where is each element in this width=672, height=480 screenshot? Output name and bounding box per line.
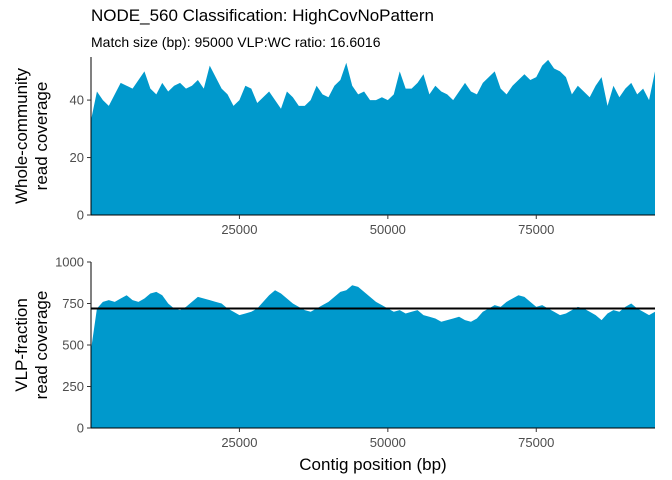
panel-2-x-axis-title: Contig position (bp) (299, 455, 446, 474)
panel-1-x-tick-label: 75000 (518, 222, 554, 237)
panel-1-y-axis-title: Whole-communityread coverage (12, 67, 51, 204)
panel-2-y-tick-label: 1000 (55, 255, 84, 270)
panel-1-y-tick-label: 40 (70, 93, 84, 108)
chart-title: NODE_560 Classification: HighCovNoPatter… (91, 6, 434, 25)
panel-2-x-tick-label: 50000 (370, 435, 406, 450)
panel-2-x-tick-label: 75000 (518, 435, 554, 450)
panel-1-x-tick-label: 25000 (221, 222, 257, 237)
panel-2-y-tick-label: 0 (77, 421, 84, 436)
panel-2-y-axis-title: VLP-fractionread coverage (12, 291, 51, 400)
panel-2-y-tick-label: 250 (62, 379, 84, 394)
panel-2-x-tick-label: 25000 (221, 435, 257, 450)
panel-1-y-tick-label: 20 (70, 150, 84, 165)
panel-1-x-tick-label: 50000 (370, 222, 406, 237)
panel-2-y-tick-label: 750 (62, 296, 84, 311)
panel-2-coverage-area (91, 285, 655, 428)
panel-2-y-tick-label: 500 (62, 338, 84, 353)
chart-subtitle: Match size (bp): 95000 VLP:WC ratio: 16.… (91, 34, 381, 50)
panel-1-coverage-area (91, 59, 655, 216)
panel-1-y-tick-label: 0 (77, 208, 84, 223)
